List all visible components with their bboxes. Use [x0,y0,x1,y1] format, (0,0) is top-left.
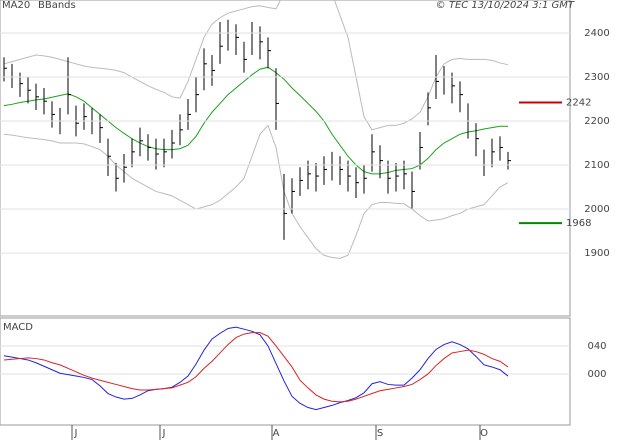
bband-upper [3,0,509,131]
copyright: © TEC 13/10/2024 3:1 GMT [436,0,575,11]
y-tick-label: 2400 [584,28,609,39]
main-frame [0,0,571,317]
y-tick-label: 1900 [584,248,609,259]
y-tick-label: 2000 [584,204,609,215]
y-tick-label: 2300 [584,72,609,83]
x-tick-label: S [377,428,383,439]
macd-title: MACD [3,322,33,333]
y-tick-label: 2200 [584,116,609,127]
main-plot [3,0,511,259]
x-tick-label: J [162,428,166,439]
ma-line [3,66,508,175]
macd-line [3,332,509,403]
x-tick-label: A [273,428,280,439]
bband-lower [3,124,509,259]
macd-line [3,326,509,411]
y-tick-label: 040 [587,341,606,352]
level-label: 1968 [566,218,591,229]
macd-frame [0,317,571,426]
x-tick-label: J [74,428,78,439]
x-tick-label: O [480,428,488,439]
legend-ma20: MA20 [2,0,30,11]
y-tick-label: 2100 [584,160,609,171]
y-tick-label: 000 [587,369,606,380]
legend-bbands: BBands [38,0,76,11]
level-label: 2242 [566,98,591,109]
